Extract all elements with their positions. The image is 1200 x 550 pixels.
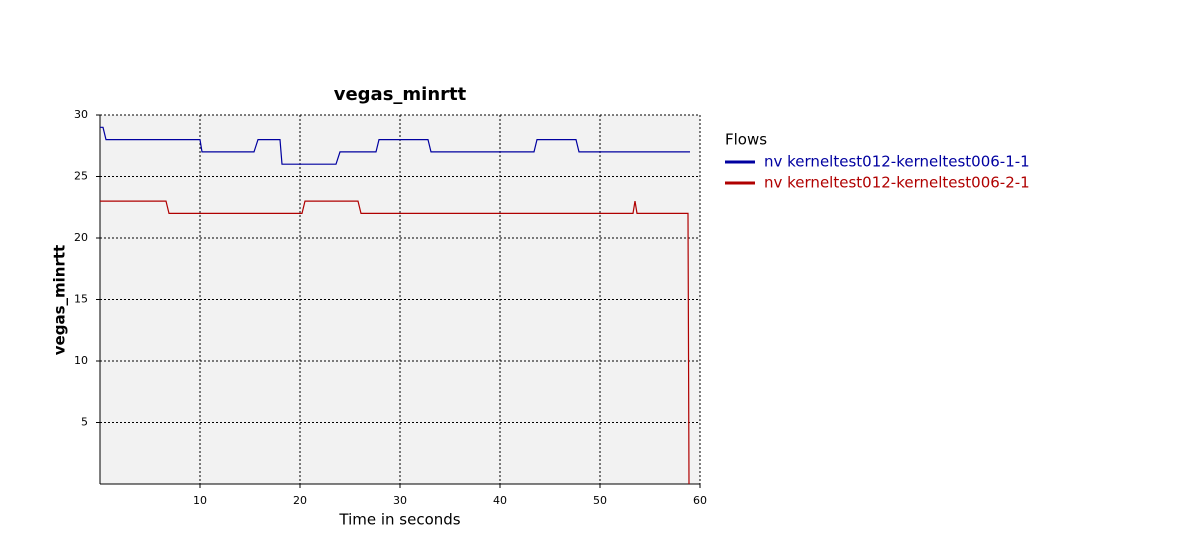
x-tick-label: 40 <box>493 494 507 507</box>
x-tick-label: 10 <box>193 494 207 507</box>
x-tick-label: 50 <box>593 494 607 507</box>
series-line <box>100 200 690 485</box>
y-tick-label: 15 <box>74 293 88 306</box>
x-tick-label: 20 <box>293 494 307 507</box>
y-axis-label: vegas_minrtt <box>51 245 69 355</box>
y-tick-label: 25 <box>74 170 88 183</box>
chart-title: vegas_minrtt <box>334 84 467 105</box>
legend-label: nv kerneltest012-kerneltest006-1-1 <box>764 153 1030 171</box>
legend-title: Flows <box>725 131 767 149</box>
y-tick-label: 30 <box>74 108 88 121</box>
x-axis-label: Time in seconds <box>338 511 460 529</box>
x-tick-label: 60 <box>693 494 707 507</box>
legend-label: nv kerneltest012-kerneltest006-2-1 <box>764 174 1030 192</box>
y-tick-label: 5 <box>81 416 88 429</box>
series-line <box>100 126 690 165</box>
y-tick-label: 10 <box>74 354 88 367</box>
x-tick-label: 30 <box>393 494 407 507</box>
y-tick-label: 20 <box>74 231 88 244</box>
